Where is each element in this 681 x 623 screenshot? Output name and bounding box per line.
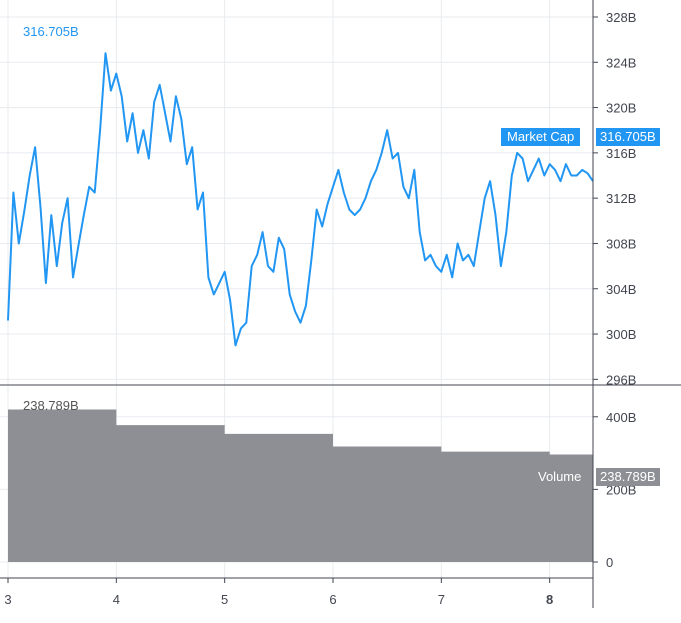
volume-tick-label: 200B	[606, 482, 636, 497]
y-tick-label: 320B	[606, 101, 636, 116]
market-cap-line	[7, 52, 594, 347]
x-tick-label: 4	[113, 592, 120, 607]
market-cap-badge-label: Market Cap	[501, 128, 581, 146]
volume-tick-label: 0	[606, 555, 613, 570]
y-tick-label: 296B	[606, 372, 636, 387]
y-tick-label: 328B	[606, 10, 636, 25]
x-tick-label: 7	[438, 592, 445, 607]
y-tick-label: 308B	[606, 236, 636, 251]
volume-header-value: 238.789B	[23, 398, 79, 413]
x-tick-label: 3	[4, 592, 11, 607]
x-tick-label: 8	[546, 592, 553, 607]
volume-badge-label: Volume	[532, 468, 588, 486]
x-tick-label: 6	[329, 592, 336, 607]
y-tick-label: 300B	[606, 327, 636, 342]
market-cap-badge-value: 316.705B	[596, 128, 660, 146]
volume-badge-value: 238.789B	[596, 468, 660, 486]
volume-area	[8, 409, 593, 562]
y-tick-label: 312B	[606, 191, 636, 206]
y-tick-label: 304B	[606, 282, 636, 297]
x-tick-label: 5	[221, 592, 228, 607]
volume-tick-label: 400B	[606, 410, 636, 425]
y-tick-label: 316B	[606, 146, 636, 161]
market-cap-header-value: 316.705B	[23, 24, 79, 39]
y-tick-label: 324B	[606, 55, 636, 70]
